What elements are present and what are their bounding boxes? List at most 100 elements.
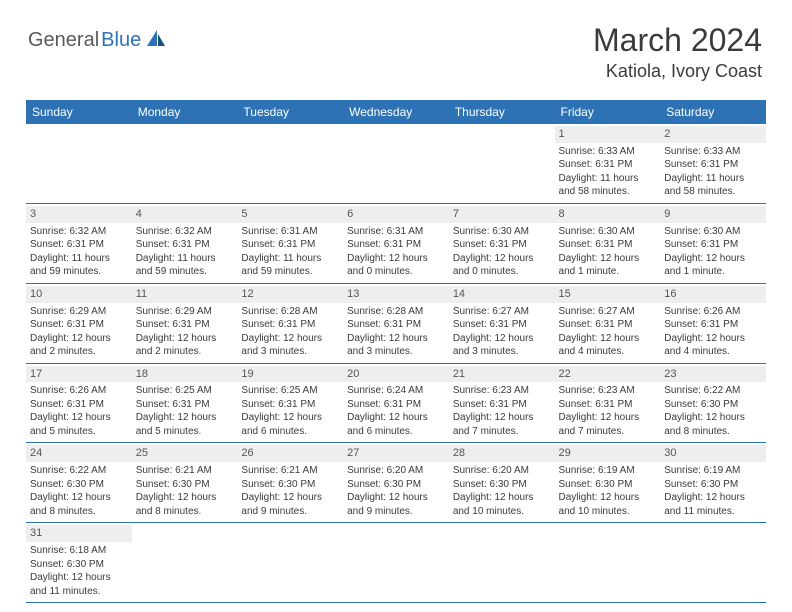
calendar-day-cell: 1Sunrise: 6:33 AMSunset: 6:31 PMDaylight… [555,124,661,203]
daylight-line: Daylight: 11 hours and 58 minutes. [559,172,657,199]
daylight-line: Daylight: 12 hours and 11 minutes. [664,491,762,518]
weekday-header: Monday [132,100,238,124]
calendar-day-cell: 19Sunrise: 6:25 AMSunset: 6:31 PMDayligh… [237,363,343,443]
sunset-line: Sunset: 6:31 PM [347,318,445,332]
weekday-header: Saturday [660,100,766,124]
calendar-day-cell: 20Sunrise: 6:24 AMSunset: 6:31 PMDayligh… [343,363,449,443]
sunset-line: Sunset: 6:30 PM [136,478,234,492]
header-right: March 2024 Katiola, Ivory Coast [593,22,762,82]
day-number: 13 [343,286,449,303]
calendar-week-row: 31Sunrise: 6:18 AMSunset: 6:30 PMDayligh… [26,523,766,603]
sunset-line: Sunset: 6:31 PM [559,318,657,332]
daylight-line: Daylight: 11 hours and 58 minutes. [664,172,762,199]
sunset-line: Sunset: 6:31 PM [453,318,551,332]
brand-logo: General Blue [28,28,167,53]
calendar-day-cell: 11Sunrise: 6:29 AMSunset: 6:31 PMDayligh… [132,283,238,363]
sunrise-line: Sunrise: 6:27 AM [453,305,551,319]
sunset-line: Sunset: 6:30 PM [664,398,762,412]
sunset-line: Sunset: 6:30 PM [241,478,339,492]
calendar-day-cell: 10Sunrise: 6:29 AMSunset: 6:31 PMDayligh… [26,283,132,363]
sunrise-line: Sunrise: 6:22 AM [30,464,128,478]
day-number: 15 [555,286,661,303]
sunset-line: Sunset: 6:30 PM [664,478,762,492]
sunset-line: Sunset: 6:31 PM [136,318,234,332]
calendar-day-cell: 18Sunrise: 6:25 AMSunset: 6:31 PMDayligh… [132,363,238,443]
weekday-header: Thursday [449,100,555,124]
sunrise-line: Sunrise: 6:32 AM [30,225,128,239]
calendar-day-cell: 4Sunrise: 6:32 AMSunset: 6:31 PMDaylight… [132,203,238,283]
sunset-line: Sunset: 6:31 PM [559,158,657,172]
sunset-line: Sunset: 6:30 PM [347,478,445,492]
calendar-day-cell [132,523,238,603]
sunset-line: Sunset: 6:30 PM [30,478,128,492]
calendar-day-cell: 5Sunrise: 6:31 AMSunset: 6:31 PMDaylight… [237,203,343,283]
calendar-day-cell: 8Sunrise: 6:30 AMSunset: 6:31 PMDaylight… [555,203,661,283]
daylight-line: Daylight: 12 hours and 1 minute. [664,252,762,279]
calendar-day-cell: 17Sunrise: 6:26 AMSunset: 6:31 PMDayligh… [26,363,132,443]
calendar-day-cell: 22Sunrise: 6:23 AMSunset: 6:31 PMDayligh… [555,363,661,443]
calendar-day-cell: 31Sunrise: 6:18 AMSunset: 6:30 PMDayligh… [26,523,132,603]
sunset-line: Sunset: 6:31 PM [347,238,445,252]
daylight-line: Daylight: 12 hours and 11 minutes. [30,571,128,598]
sunrise-line: Sunrise: 6:19 AM [559,464,657,478]
weekday-header: Sunday [26,100,132,124]
sunrise-line: Sunrise: 6:19 AM [664,464,762,478]
sunset-line: Sunset: 6:31 PM [664,158,762,172]
sunset-line: Sunset: 6:31 PM [559,238,657,252]
calendar-day-cell [449,523,555,603]
calendar-day-cell [237,124,343,203]
sunrise-line: Sunrise: 6:21 AM [136,464,234,478]
daylight-line: Daylight: 12 hours and 4 minutes. [664,332,762,359]
day-number: 18 [132,366,238,383]
sunrise-line: Sunrise: 6:31 AM [347,225,445,239]
logo-sail-icon [145,28,167,53]
daylight-line: Daylight: 12 hours and 6 minutes. [241,411,339,438]
daylight-line: Daylight: 12 hours and 8 minutes. [136,491,234,518]
sunset-line: Sunset: 6:31 PM [453,238,551,252]
sunrise-line: Sunrise: 6:29 AM [30,305,128,319]
day-number: 30 [660,445,766,462]
daylight-line: Daylight: 12 hours and 1 minute. [559,252,657,279]
sunrise-line: Sunrise: 6:31 AM [241,225,339,239]
sunset-line: Sunset: 6:30 PM [453,478,551,492]
daylight-line: Daylight: 12 hours and 3 minutes. [347,332,445,359]
calendar-day-cell: 28Sunrise: 6:20 AMSunset: 6:30 PMDayligh… [449,443,555,523]
sunset-line: Sunset: 6:31 PM [30,318,128,332]
calendar-week-row: 3Sunrise: 6:32 AMSunset: 6:31 PMDaylight… [26,203,766,283]
weekday-header: Tuesday [237,100,343,124]
calendar-week-row: 24Sunrise: 6:22 AMSunset: 6:30 PMDayligh… [26,443,766,523]
day-number: 1 [555,126,661,143]
calendar-day-cell: 21Sunrise: 6:23 AMSunset: 6:31 PMDayligh… [449,363,555,443]
sunset-line: Sunset: 6:31 PM [30,398,128,412]
calendar-day-cell: 29Sunrise: 6:19 AMSunset: 6:30 PMDayligh… [555,443,661,523]
calendar-day-cell [555,523,661,603]
sunrise-line: Sunrise: 6:28 AM [347,305,445,319]
calendar-day-cell [132,124,238,203]
sunrise-line: Sunrise: 6:30 AM [559,225,657,239]
sunset-line: Sunset: 6:31 PM [241,238,339,252]
day-number: 24 [26,445,132,462]
sunset-line: Sunset: 6:31 PM [453,398,551,412]
logo-text-blue: Blue [101,29,141,52]
day-number: 16 [660,286,766,303]
sunrise-line: Sunrise: 6:26 AM [664,305,762,319]
sunrise-line: Sunrise: 6:25 AM [136,384,234,398]
day-number: 31 [26,525,132,542]
calendar-day-cell: 23Sunrise: 6:22 AMSunset: 6:30 PMDayligh… [660,363,766,443]
day-number: 26 [237,445,343,462]
calendar-day-cell: 6Sunrise: 6:31 AMSunset: 6:31 PMDaylight… [343,203,449,283]
calendar-day-cell [449,124,555,203]
daylight-line: Daylight: 12 hours and 5 minutes. [136,411,234,438]
calendar-day-cell: 7Sunrise: 6:30 AMSunset: 6:31 PMDaylight… [449,203,555,283]
daylight-line: Daylight: 12 hours and 2 minutes. [136,332,234,359]
day-number: 19 [237,366,343,383]
sunrise-line: Sunrise: 6:25 AM [241,384,339,398]
weekday-header: Friday [555,100,661,124]
day-number: 7 [449,206,555,223]
daylight-line: Daylight: 12 hours and 7 minutes. [453,411,551,438]
daylight-line: Daylight: 12 hours and 0 minutes. [453,252,551,279]
sunrise-line: Sunrise: 6:20 AM [347,464,445,478]
daylight-line: Daylight: 11 hours and 59 minutes. [30,252,128,279]
sunrise-line: Sunrise: 6:30 AM [664,225,762,239]
day-number: 14 [449,286,555,303]
